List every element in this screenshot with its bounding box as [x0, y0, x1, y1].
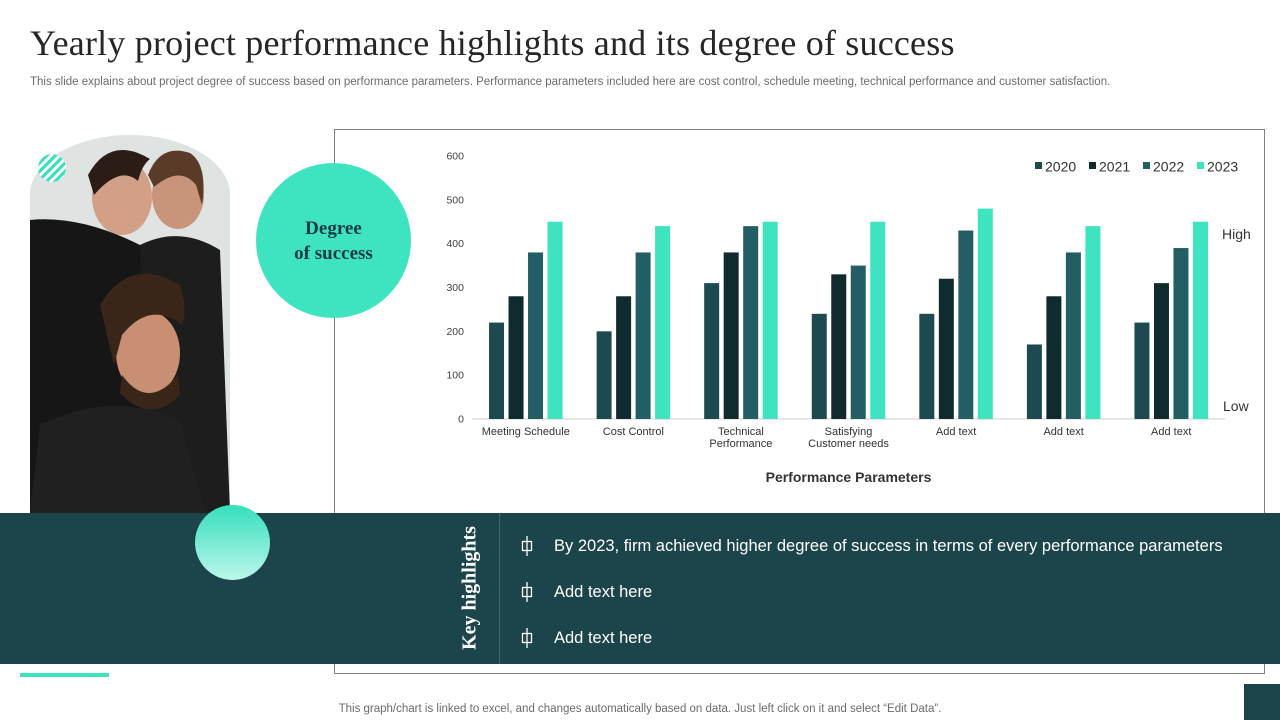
annotation-low: Low: [1223, 398, 1250, 414]
bar: [850, 265, 866, 419]
bar: [616, 296, 632, 419]
x-tick-label: Add text: [936, 426, 976, 438]
bar: [1085, 226, 1101, 419]
x-axis-title: Performance Parameters: [766, 469, 932, 485]
bullet-pin-icon: [521, 536, 533, 556]
bar: [1153, 283, 1169, 419]
bar: [596, 331, 612, 419]
bar: [831, 274, 847, 419]
bullet-pin-icon: [521, 582, 533, 602]
x-tick-label: Technical Performance: [709, 426, 772, 450]
legend-swatch: [1197, 162, 1204, 169]
highlight-text: By 2023, firm achieved higher degree of …: [554, 536, 1223, 555]
annotation-high: High: [1222, 226, 1251, 242]
x-tick-label: Add text: [1151, 426, 1191, 438]
team-photo: [30, 135, 230, 513]
bar: [811, 313, 827, 419]
legend-label: 2020: [1045, 159, 1076, 175]
bar: [1173, 248, 1189, 419]
legend-label: 2021: [1099, 159, 1130, 175]
bar: [958, 230, 974, 419]
x-tick-label: Add text: [1043, 426, 1083, 438]
key-highlights-heading: Key highlights: [458, 526, 481, 650]
bar: [655, 226, 671, 419]
x-tick-label: Meeting Schedule: [482, 426, 570, 438]
bar: [723, 252, 739, 419]
highlight-text: Add text here: [554, 628, 653, 647]
bar: [919, 313, 935, 419]
bullet-pin-icon: [521, 628, 533, 648]
y-tick-label: 400: [446, 238, 464, 250]
y-tick-label: 600: [446, 151, 464, 163]
legend-swatch: [1143, 162, 1150, 169]
bar: [508, 296, 524, 419]
highlight-item: Add text here: [520, 628, 652, 648]
bar: [1046, 296, 1062, 419]
highlight-item: By 2023, firm achieved higher degree of …: [520, 536, 1223, 556]
degree-of-success-badge: Degree of success: [256, 163, 411, 318]
y-tick-label: 100: [446, 370, 464, 382]
bar: [1065, 252, 1081, 419]
x-tick-label: Cost Control: [603, 426, 664, 438]
corner-square: [1244, 684, 1280, 720]
highlight-text: Add text here: [554, 582, 653, 601]
bar: [528, 252, 544, 419]
bar-chart: 0 100 200 300 400 500 600 Meeting Schedule Cost …: [446, 151, 1251, 486]
bar: [977, 208, 993, 419]
legend-swatch: [1035, 162, 1042, 169]
striped-decoration: [38, 154, 66, 182]
y-tick-label: 300: [446, 282, 464, 294]
bar: [762, 221, 778, 419]
page-title: Yearly project performance highlights an…: [30, 23, 955, 63]
bar: [635, 252, 651, 419]
bar: [704, 283, 720, 419]
bar: [870, 221, 886, 419]
legend-label: 2023: [1207, 159, 1238, 175]
band-decoration-circle: [195, 505, 270, 580]
y-tick-label: 500: [446, 194, 464, 206]
bar: [547, 221, 563, 419]
chart-frame: [334, 129, 1265, 674]
accent-line: [20, 673, 109, 677]
bar: [1026, 344, 1042, 419]
bar: [1134, 322, 1150, 419]
highlight-item: Add text here: [520, 582, 652, 602]
highlights-divider: [499, 513, 500, 664]
legend-swatch: [1089, 162, 1096, 169]
y-tick-label: 200: [446, 326, 464, 338]
badge-label: Degree of success: [294, 217, 373, 264]
bar: [489, 322, 505, 419]
bar: [743, 226, 759, 419]
page-subtitle: This slide explains about project degree…: [30, 76, 1111, 88]
y-tick-label: 0: [458, 414, 464, 426]
bar: [1192, 221, 1208, 419]
legend-label: 2022: [1153, 159, 1184, 175]
bar: [938, 278, 954, 419]
x-tick-label: Satisfying Customer needs: [808, 426, 889, 450]
footer-note: This graph/chart is linked to excel, and…: [338, 703, 942, 715]
